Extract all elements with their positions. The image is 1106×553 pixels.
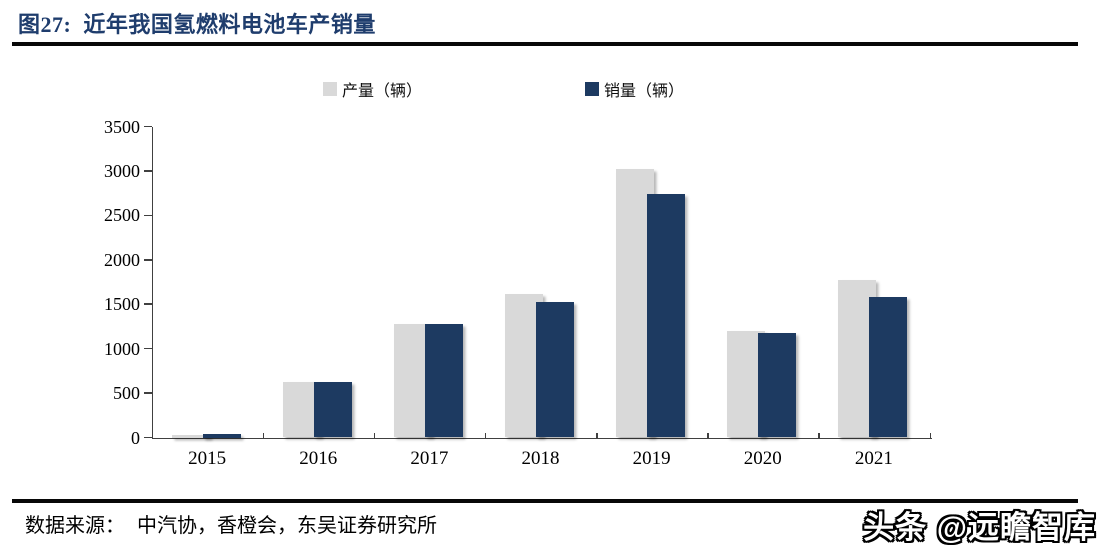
x-axis-category-label: 2018 [521, 448, 560, 469]
x-axis-category-label: 2021 [854, 448, 893, 469]
x-axis-category-label: 2016 [299, 448, 338, 469]
y-axis-tick-mark [144, 170, 152, 172]
bar-sales-2020 [758, 332, 797, 438]
y-axis-tick-mark [144, 303, 152, 305]
y-axis-tick-label: 3000 [104, 160, 140, 181]
figure-title: 图27: 近年我国氢燃料电池车产销量 [18, 12, 376, 37]
x-axis-category-label: 2015 [188, 448, 227, 469]
bar-production-2015 [171, 434, 210, 438]
bar-sales-2015 [202, 433, 241, 438]
y-axis-tick-label: 500 [113, 383, 140, 404]
data-source-text: 中汽协，香橙会，东吴证券研究所 [137, 515, 437, 537]
x-axis-category-label: 2020 [743, 448, 782, 469]
x-axis-tick-mark [484, 432, 487, 438]
footer-divider [12, 499, 1078, 503]
bar-sales-2016 [313, 381, 352, 438]
legend-item-sales: 销量（辆） [585, 77, 684, 101]
y-axis-line [151, 126, 154, 440]
y-axis-tick-label: 2500 [104, 205, 140, 226]
bar-sales-2019 [647, 194, 686, 438]
x-axis-tick-mark [596, 432, 598, 438]
x-axis-line [151, 437, 932, 440]
y-axis-tick-label: 1000 [104, 338, 140, 359]
y-axis-tick-mark [144, 125, 152, 128]
data-source-line: 数据来源： 中汽协，香橙会，东吴证券研究所 [25, 509, 437, 538]
y-axis-tick-mark [144, 259, 152, 261]
bar-sales-2021 [869, 296, 908, 438]
y-axis-tick-mark [144, 436, 152, 439]
bar-sales-2018 [536, 301, 574, 438]
x-axis-tick-mark [818, 432, 820, 438]
x-axis-tick-mark [707, 432, 709, 438]
y-axis-tick-label: 0 [131, 427, 140, 448]
y-axis-tick-label: 1500 [104, 294, 140, 315]
x-axis-category-label: 2017 [410, 448, 449, 469]
title-divider [12, 42, 1078, 46]
x-axis-tick-mark [373, 432, 376, 438]
y-axis-tick-label: 3500 [104, 116, 140, 137]
x-axis-tick-mark [262, 432, 265, 438]
x-axis-category-label: 2019 [632, 448, 671, 469]
y-axis-tick-mark [144, 214, 152, 217]
legend-item-production: 产量（辆） [323, 77, 422, 101]
x-axis-tick-mark [929, 432, 931, 438]
y-axis-tick-label: 2000 [104, 249, 140, 270]
watermark-toutiao-yuanzhan: 头条 @远瞻智库 [863, 510, 1096, 545]
legend-label: 产量（辆） [342, 83, 423, 100]
data-source-label: 数据来源： [25, 515, 125, 537]
y-axis-tick-mark [144, 392, 152, 394]
legend-swatch-icon [323, 82, 337, 96]
legend-swatch-icon [585, 82, 599, 96]
bar-sales-2017 [424, 324, 463, 438]
legend-label: 销量（辆） [604, 83, 685, 100]
chart-legend: 产量（辆） 销量（辆） [0, 77, 1106, 101]
y-axis-tick-mark [144, 347, 152, 350]
